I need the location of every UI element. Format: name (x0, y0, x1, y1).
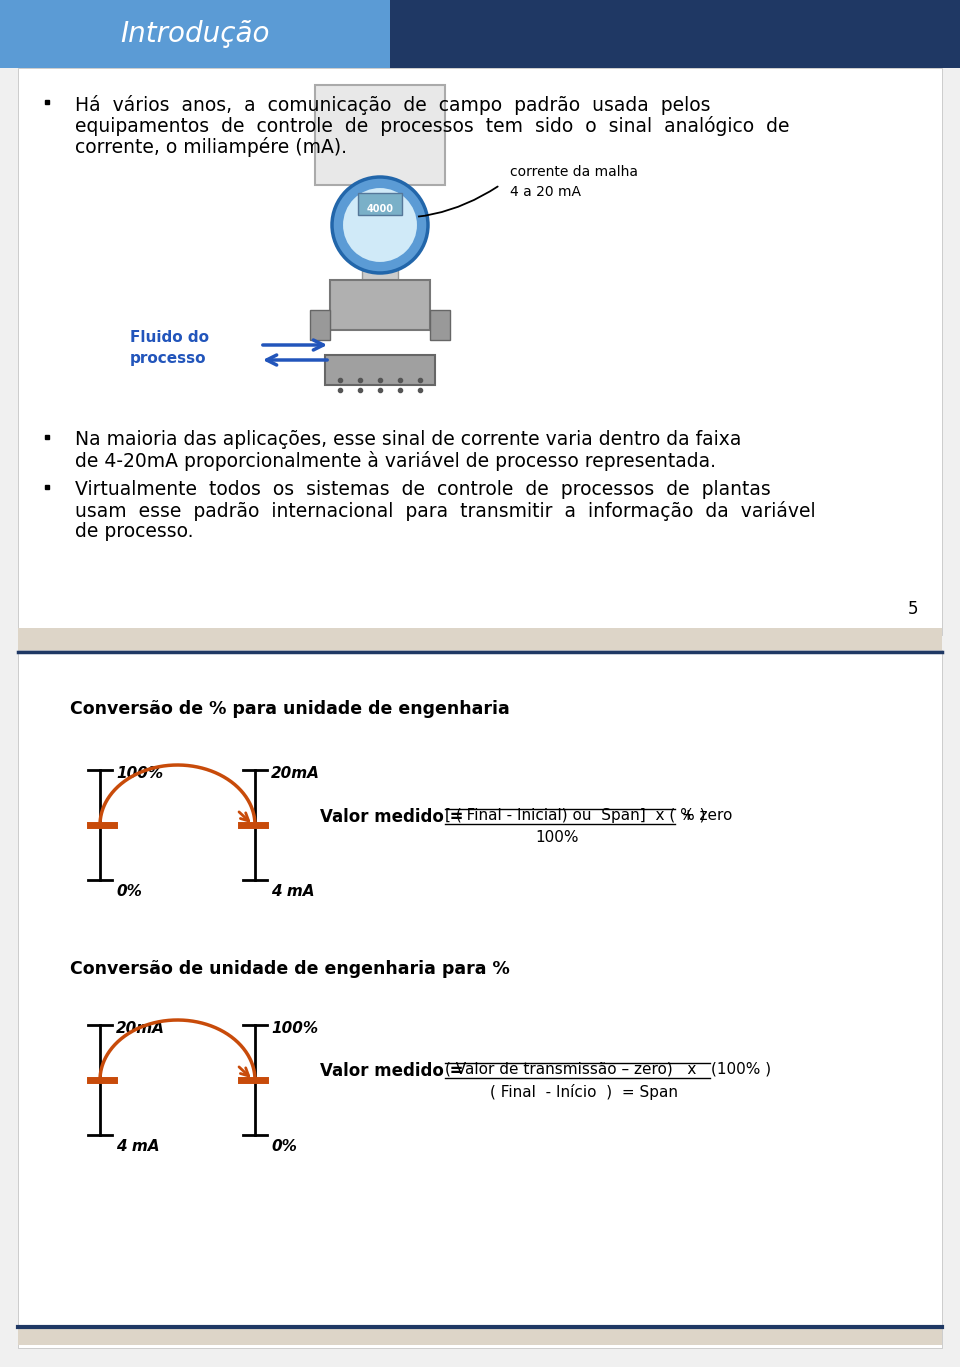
Bar (325, 355, 435, 385)
Text: equipamentos  de  controle  de  processos  tem  sido  o  sinal  analógico  de: equipamentos de controle de processos te… (75, 116, 789, 135)
Text: 20mA: 20mA (271, 766, 320, 781)
Text: Valor medido =: Valor medido = (320, 808, 464, 826)
Text: 4 mA: 4 mA (271, 884, 315, 899)
Text: corrente, o miliampére (mA).: corrente, o miliampére (mA). (75, 137, 347, 157)
Text: Há  vários  anos,  a  comunicação  de  campo  padrão  usada  pelos: Há vários anos, a comunicação de campo p… (75, 94, 710, 115)
Text: ( Final  - Início  )  = Span: ( Final - Início ) = Span (490, 1084, 678, 1100)
Text: 20mA: 20mA (116, 1021, 165, 1036)
Bar (18, 649, 942, 1348)
Text: Virtualmente  todos  os  sistemas  de  controle  de  processos  de  plantas: Virtualmente todos os sistemas de contro… (75, 480, 771, 499)
Bar (315, 85, 445, 185)
Bar (390, 0, 960, 68)
Text: 100%: 100% (535, 830, 579, 845)
Text: 4000: 4000 (367, 204, 394, 215)
Text: Valor medido =: Valor medido = (320, 1062, 464, 1080)
Bar (18, 68, 942, 636)
Circle shape (342, 187, 418, 262)
Text: 100%: 100% (116, 766, 163, 781)
Bar (0, 0, 390, 68)
Text: usam  esse  padrão  internacional  para  transmitir  a  informação  da  variável: usam esse padrão internacional para tran… (75, 500, 816, 521)
Text: ( Valor de transmissão – zero)   x   (100% ): ( Valor de transmissão – zero) x (100% ) (445, 1062, 771, 1077)
Text: + zero: + zero (677, 808, 732, 823)
Text: corrente da malha
4 a 20 mA: corrente da malha 4 a 20 mA (510, 165, 638, 198)
Circle shape (332, 176, 428, 273)
Text: 4 mA: 4 mA (116, 1139, 159, 1154)
Text: Na maioria das aplicações, esse sinal de corrente varia dentro da faixa: Na maioria das aplicações, esse sinal de… (75, 431, 741, 448)
Text: 100%: 100% (271, 1021, 318, 1036)
Bar (330, 280, 430, 329)
Text: 0%: 0% (116, 884, 142, 899)
Text: 5: 5 (907, 600, 918, 618)
Bar (358, 193, 402, 215)
Text: Conversão de % para unidade de engenharia: Conversão de % para unidade de engenhari… (70, 700, 510, 718)
Text: [ ( Final - Inicial) ou  Span]  x ( % ): [ ( Final - Inicial) ou Span] x ( % ) (445, 808, 706, 823)
Bar (430, 310, 450, 340)
Bar (310, 310, 330, 340)
Text: de 4-20mA proporcionalmente à variável de processo representada.: de 4-20mA proporcionalmente à variável d… (75, 451, 716, 472)
Text: Introdução: Introdução (120, 21, 270, 48)
Bar (18, 1327, 942, 1345)
Bar (362, 265, 398, 295)
Bar (18, 627, 942, 649)
Text: Conversão de unidade de engenharia para %: Conversão de unidade de engenharia para … (70, 960, 510, 977)
Text: Fluido do
processo: Fluido do processo (130, 329, 209, 366)
Text: 0%: 0% (271, 1139, 297, 1154)
Text: de processo.: de processo. (75, 522, 194, 541)
